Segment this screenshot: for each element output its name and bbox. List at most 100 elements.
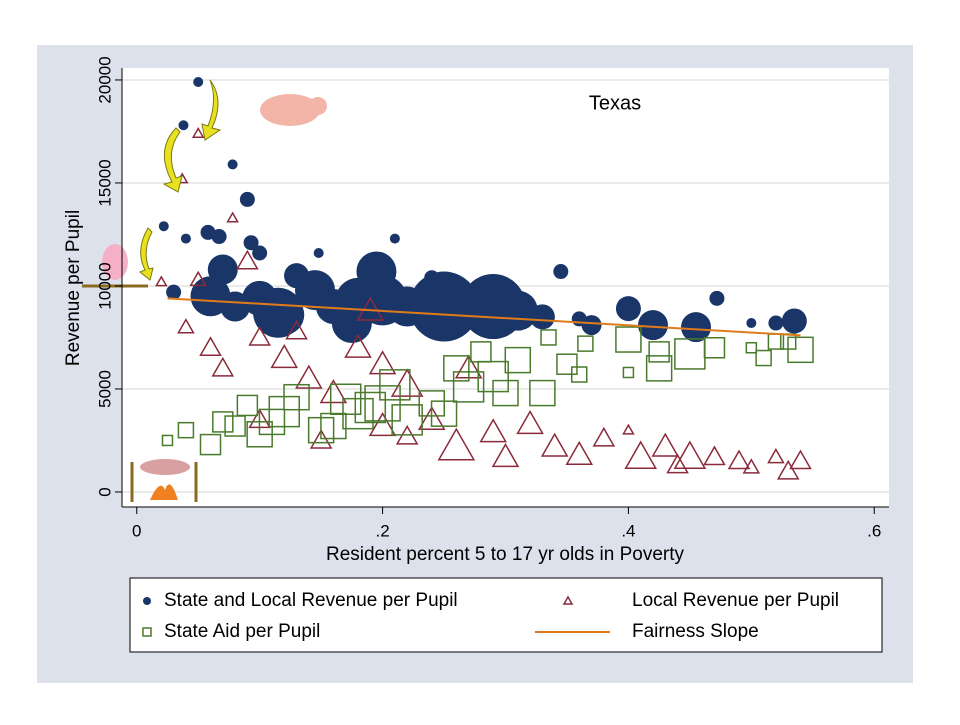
point	[556, 353, 578, 375]
point	[638, 310, 668, 341]
marks	[155, 77, 814, 480]
y-tick-label: 0	[95, 487, 114, 496]
legend-label: State Aid per Pupil	[164, 621, 320, 642]
pig-cartoon	[260, 94, 320, 126]
point	[236, 249, 259, 270]
point	[529, 379, 556, 407]
decorations	[82, 79, 327, 502]
pig-head	[309, 97, 327, 115]
point	[354, 391, 387, 424]
point	[364, 385, 401, 422]
point	[767, 447, 785, 464]
point	[177, 421, 195, 439]
annotation: Texas	[589, 92, 641, 114]
point	[283, 383, 310, 411]
point	[703, 445, 726, 466]
point	[389, 233, 400, 244]
legend-swatch	[142, 627, 152, 637]
legend-label: State and Local Revenue per Pupil	[164, 590, 458, 611]
point	[189, 270, 208, 287]
point	[681, 312, 712, 343]
point	[470, 341, 492, 363]
point	[479, 418, 508, 443]
x-tick-label: 0	[132, 521, 141, 540]
point	[391, 404, 423, 436]
legend	[129, 577, 883, 653]
legend-swatch	[562, 595, 574, 605]
point	[504, 346, 532, 374]
point	[755, 349, 772, 367]
point	[443, 355, 470, 382]
point	[178, 120, 189, 131]
point	[368, 412, 397, 437]
point	[622, 366, 635, 379]
axes: 0 5000 10000 15000 20000 0 .2 .4 .6	[95, 56, 881, 540]
point	[177, 318, 195, 334]
point	[540, 329, 557, 346]
point	[379, 369, 411, 401]
point	[746, 318, 757, 329]
point	[199, 433, 222, 456]
point	[745, 342, 758, 354]
point	[666, 453, 689, 474]
x-axis-title: Resident percent 5 to 17 yr olds in Pove…	[326, 544, 685, 565]
point	[624, 440, 658, 469]
point	[224, 415, 246, 437]
point	[727, 449, 751, 470]
point	[615, 296, 641, 322]
point	[239, 191, 255, 207]
point	[581, 315, 602, 336]
point	[492, 379, 519, 407]
point	[673, 440, 707, 469]
point	[742, 458, 761, 474]
arrow-cartoon	[162, 127, 183, 193]
point	[227, 159, 238, 170]
point	[320, 412, 347, 440]
point	[540, 432, 569, 457]
point	[161, 434, 174, 447]
point	[768, 315, 784, 331]
point	[789, 449, 812, 470]
point	[368, 350, 397, 375]
point	[199, 336, 222, 357]
point	[166, 284, 182, 300]
point	[390, 368, 424, 397]
point	[592, 426, 616, 447]
point	[158, 221, 169, 232]
roast-pig-cartoon	[140, 459, 190, 475]
fit-line	[167, 297, 801, 337]
point	[709, 290, 725, 306]
point	[193, 77, 204, 88]
point	[253, 287, 304, 338]
point	[651, 432, 680, 457]
y-tick-label: 10000	[95, 262, 114, 309]
fire-cartoon	[150, 484, 178, 500]
point	[565, 440, 594, 466]
legend-swatch	[143, 597, 151, 605]
point	[577, 335, 594, 352]
point	[516, 409, 544, 435]
y-tick-label: 15000	[95, 159, 114, 206]
point	[344, 333, 372, 358]
point	[553, 264, 569, 280]
point	[491, 442, 520, 468]
point	[243, 235, 259, 251]
point	[285, 319, 308, 340]
point	[211, 229, 227, 245]
point	[313, 247, 324, 258]
point	[571, 366, 588, 383]
point	[211, 356, 235, 377]
y-axis-title: Revenue per Pupil	[63, 210, 84, 366]
point	[529, 304, 555, 330]
x-tick-label: .4	[621, 521, 635, 540]
point	[648, 341, 670, 363]
point	[645, 355, 673, 382]
point	[319, 379, 348, 404]
legend-label: Fairness Slope	[632, 621, 759, 642]
point	[622, 423, 635, 435]
x-tick-label: .6	[867, 521, 881, 540]
point	[191, 126, 205, 139]
point	[212, 411, 234, 433]
y-tick-label: 20000	[95, 56, 114, 103]
point	[703, 337, 726, 359]
